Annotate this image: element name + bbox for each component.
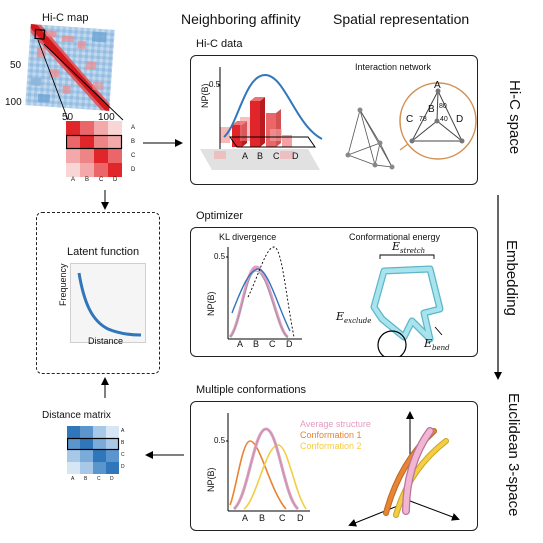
hic-data-xlabel-d: D — [292, 151, 299, 161]
e-exclude-symbol: E — [336, 310, 345, 323]
e-stretch-subscript: stretch — [400, 247, 426, 256]
e-bend-symbol: E — [424, 337, 433, 350]
conformations-plot — [226, 413, 310, 512]
hic-data-title: Hi-C data — [196, 38, 243, 50]
dist-row-label-d: D — [121, 464, 125, 470]
hic-data-xlabel-a: A — [242, 151, 249, 161]
conf-xlabel-c: C — [279, 513, 286, 523]
dist-row-label-a: A — [121, 428, 125, 434]
neighbor-affinity-matrix — [66, 121, 123, 177]
conf-ylabel: NP(B) — [206, 467, 216, 493]
embedding-label: Embedding — [501, 240, 522, 316]
spatial-representation-header: Spatial representation — [333, 11, 470, 27]
hic-space-label: Hi-C space — [506, 80, 523, 155]
kl-divergence-plot — [226, 246, 302, 340]
matrix-col-label-a: A — [71, 177, 76, 183]
3d-conformations — [348, 411, 460, 527]
e-bend-label: Ebend — [424, 337, 450, 352]
conf-xlabel-d: D — [297, 513, 304, 523]
dist-col-label-c: C — [97, 476, 101, 482]
e-stretch-label: Estretch — [392, 240, 425, 255]
conformations-panel — [190, 401, 478, 531]
network-edge-40: 40 — [440, 116, 448, 123]
kl-xlabel-d: D — [286, 339, 293, 349]
hic-data-panel — [190, 55, 478, 185]
hic-data-xlabel-c: C — [273, 151, 280, 161]
latent-decay-curve — [77, 272, 142, 337]
matrix-row-label-a: A — [131, 125, 136, 131]
network-edge-78: 78 — [419, 116, 427, 123]
matrix-col-label-c: C — [99, 177, 104, 183]
hic-map-tick-x100: 100 — [98, 112, 115, 123]
hic-map-tick-100: 100 — [5, 97, 22, 108]
e-exclude-label: Eexclude — [336, 310, 371, 325]
latent-function-panel — [36, 212, 160, 374]
distance-matrix-title: Distance matrix — [42, 410, 111, 421]
kl-xlabel-b: B — [253, 339, 260, 349]
kl-ylabel: NP(B) — [206, 291, 216, 317]
conformations-title: Multiple conformations — [196, 384, 307, 396]
dist-col-label-a: A — [71, 476, 75, 482]
network-edge-80: 80 — [439, 103, 447, 110]
conf-xlabel-a: A — [242, 513, 249, 523]
network-node-d: D — [456, 114, 464, 125]
conformational-energy-title: Conformational energy — [349, 232, 441, 242]
network-node-b: B — [428, 104, 435, 115]
hic-map-label: Hi-C map — [42, 12, 89, 24]
hic-data-xlabel-b: B — [257, 151, 264, 161]
latent-xlabel: Distance — [88, 336, 124, 346]
dist-row-label-c: C — [121, 452, 125, 458]
interaction-network-title: Interaction network — [355, 62, 432, 72]
e-stretch-symbol: E — [392, 240, 401, 253]
matrix-col-label-b: B — [85, 177, 90, 183]
hic-map-tick-50: 50 — [10, 60, 22, 71]
hic-data-tick-05: 0.5 — [209, 80, 221, 89]
optimizer-panel — [190, 227, 478, 357]
latent-ylabel: Frequency — [58, 263, 68, 306]
matrix-row-label-c: C — [131, 153, 136, 159]
e-exclude-subscript: exclude — [344, 317, 372, 326]
neighboring-affinity-header: Neighboring affinity — [181, 11, 301, 27]
matrix-row-label-b: B — [131, 139, 136, 145]
legend-conformation-1: Conformation 1 — [300, 430, 362, 440]
hic-data-barplot — [200, 67, 323, 170]
latent-function-title: Latent function — [67, 246, 140, 258]
conf-xlabel-b: B — [259, 513, 266, 523]
kl-tick-05: 0.5 — [214, 252, 226, 261]
kl-divergence-title: KL divergence — [219, 232, 277, 242]
matrix-row-label-d: D — [131, 167, 136, 173]
matrix-col-label-d: D — [113, 177, 118, 183]
conformational-energy-diagram — [370, 254, 444, 357]
dist-row-label-b: B — [121, 440, 125, 446]
conf-tick-05: 0.5 — [214, 436, 226, 445]
euclidean-space-label: Euclidean 3-space — [505, 393, 522, 517]
legend-average-structure: Average structure — [300, 419, 371, 429]
hic-map-tick-x50: 50 — [62, 112, 74, 123]
optimizer-title: Optimizer — [196, 210, 244, 222]
kl-xlabel-a: A — [237, 339, 244, 349]
kl-xlabel-c: C — [269, 339, 276, 349]
interaction-network — [345, 82, 477, 170]
legend-conformation-2: Conformation 2 — [300, 441, 362, 451]
dist-col-label-b: B — [84, 476, 88, 482]
network-node-a: A — [434, 80, 441, 91]
e-bend-subscript: bend — [432, 344, 450, 353]
distance-matrix — [67, 426, 120, 474]
network-node-c: C — [406, 114, 414, 125]
dist-col-label-d: D — [110, 476, 114, 482]
